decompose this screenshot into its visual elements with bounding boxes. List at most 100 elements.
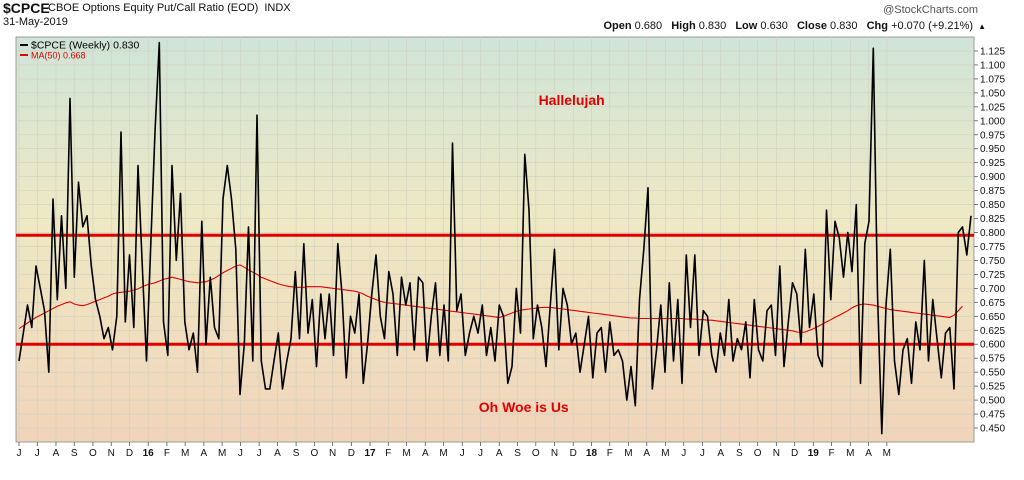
x-tick-label: 17 [364,448,376,459]
y-tick-label: 0.800 [980,228,1005,239]
open-value: 0.680 [634,20,663,32]
chg-value: +0.070 (+9.21%) [891,20,974,32]
x-tick-label: 18 [586,448,598,459]
x-tick-label: F [607,448,613,459]
up-arrow-icon: ▲ [978,22,986,31]
y-tick-label: 0.500 [980,396,1005,407]
x-tick-label: M [624,448,632,459]
x-tick-label: J [257,448,262,459]
exchange-text: INDX [264,2,291,14]
x-tick-label: A [53,448,60,459]
x-tick-label: D [570,448,577,459]
x-tick-label: A [643,448,650,459]
cpce-line [18,41,972,435]
x-tick-label: A [496,448,503,459]
annotation-label: Oh Woe is Us [479,399,569,415]
x-tick-label: S [293,448,300,459]
grid [16,37,974,442]
x-tick-label: J [700,448,705,459]
y-tick-label: 0.900 [980,172,1005,183]
y-axis: 0.450 0.475 0.500 0.525 0.550 0.575 0.600 0.625… [974,46,1005,435]
x-tick-label: J [460,448,465,459]
x-tick-label: F [385,448,391,459]
x-tick-label: D [348,448,355,459]
x-tick-label: J [478,448,483,459]
y-tick-label: 0.850 [980,200,1005,211]
x-tick-label: M [218,448,226,459]
symbol-description: CBOE Options Equity Put/Call Ratio (EOD)… [48,2,291,14]
y-tick-label: 0.625 [980,326,1005,337]
x-tick-label: S [736,448,743,459]
y-tick-label: 0.875 [980,186,1005,197]
y-tick-label: 0.700 [980,284,1005,295]
annotation-label: Hallelujah [539,92,605,108]
ma-series [18,264,963,334]
y-tick-label: 0.450 [980,424,1005,435]
x-tick-label: J [681,448,686,459]
x-tick-label: N [329,448,336,459]
open-label: Open [603,20,632,32]
x-tick-label: M [883,448,891,459]
x-tick-label: A [865,448,872,459]
y-tick-label: 0.925 [980,158,1005,169]
x-tick-label: N [773,448,780,459]
y-tick-label: 1.100 [980,60,1005,71]
y-tick-label: 1.125 [980,46,1005,57]
y-tick-label: 0.775 [980,242,1005,253]
x-tick-label: M [661,448,669,459]
x-tick-label: 16 [143,448,155,459]
y-tick-label: 1.025 [980,102,1005,113]
high-value: 0.830 [698,20,727,32]
brand-logo: @StockCharts.com [883,4,978,16]
x-tick-label: O [310,448,318,459]
x-tick-label: 19 [808,448,820,459]
ma50-line [18,264,963,334]
y-tick-label: 1.000 [980,116,1005,127]
x-tick-label: A [717,448,724,459]
x-tick-label: O [532,448,540,459]
ohlc-readout: Open 0.680 High 0.830 Low 0.630 Close 0.… [603,20,986,32]
y-tick-label: 0.825 [980,214,1005,225]
x-tick-label: F [164,448,170,459]
x-tick-label: A [274,448,281,459]
y-tick-label: 0.525 [980,382,1005,393]
y-tick-label: 1.050 [980,88,1005,99]
x-tick-label: M [846,448,854,459]
y-tick-label: 0.650 [980,312,1005,323]
x-tick-label: S [514,448,521,459]
x-tick-label: D [126,448,133,459]
y-tick-label: 0.750 [980,256,1005,267]
legend-label: $CPCE (Weekly) 0.830 [31,40,140,52]
legend-label: MA(50) 0.668 [31,51,86,61]
close-label: Close [796,20,827,32]
x-tick-label: N [551,448,558,459]
x-tick-label: J [17,448,22,459]
y-tick-label: 0.600 [980,340,1005,351]
x-tick-label: S [71,448,78,459]
x-tick-label: A [201,448,208,459]
x-tick-label: D [791,448,798,459]
x-tick-label: O [89,448,97,459]
y-tick-label: 0.575 [980,354,1005,365]
y-tick-label: 0.550 [980,368,1005,379]
low-value: 0.630 [760,20,788,32]
x-tick-label: M [181,448,189,459]
x-axis: J J A S O N D 16 F M A M J J A S O N D 17 F M A M J J A S O N D 18 F M A M J… [17,442,891,459]
x-tick-label: O [754,448,762,459]
x-tick-label: F [829,448,835,459]
y-tick-label: 0.725 [980,270,1005,281]
description-text: CBOE Options Equity Put/Call Ratio (EOD) [48,2,259,14]
y-tick-label: 0.975 [980,130,1005,141]
chart-date: 31-May-2019 [3,16,68,28]
annotations: Hallelujah Oh Woe is Us [479,92,605,415]
x-tick-label: J [238,448,243,459]
x-tick-label: N [108,448,115,459]
y-tick-label: 0.475 [980,410,1005,421]
low-label: Low [735,20,758,32]
symbol: $CPCE [3,0,50,16]
close-value: 0.830 [830,20,858,32]
y-tick-label: 0.950 [980,144,1005,155]
x-tick-label: J [35,448,40,459]
